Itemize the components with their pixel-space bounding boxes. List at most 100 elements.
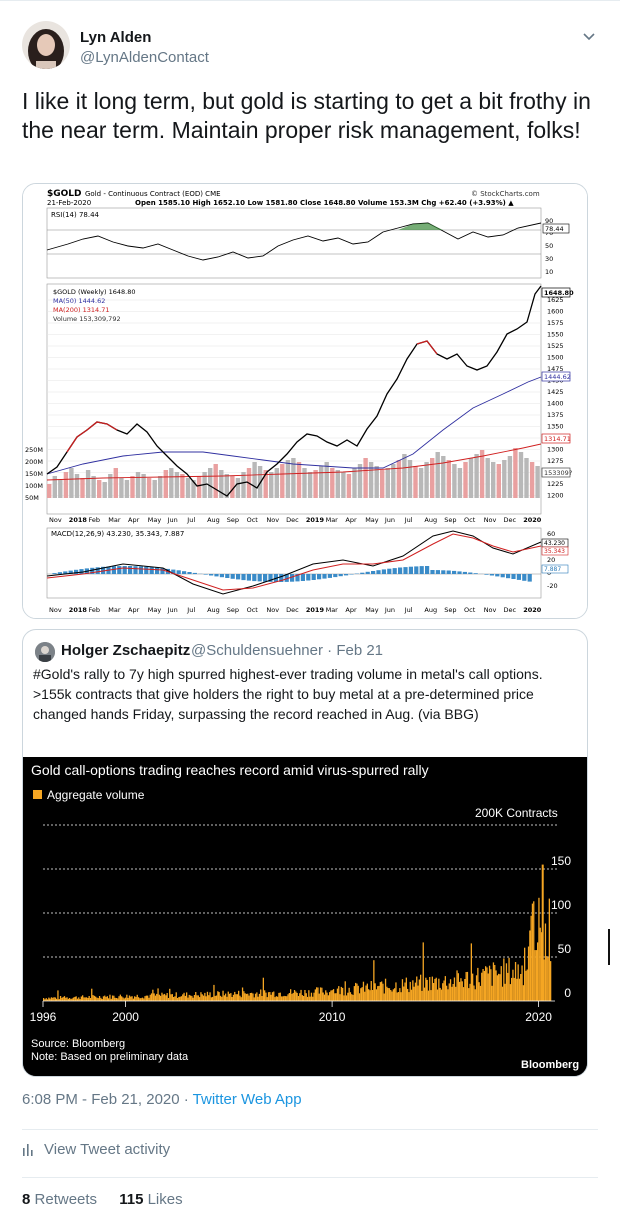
quoted-tweet[interactable]: Holger Zschaepitz @Schuldensuehner · Feb… bbox=[22, 629, 588, 1077]
author-name[interactable]: Lyn Alden bbox=[80, 29, 152, 46]
bb-volume-bar bbox=[218, 992, 220, 1001]
tweet-header: Lyn Alden @LynAldenContact bbox=[22, 21, 598, 73]
volume-bar bbox=[208, 468, 213, 498]
macd-histogram-bar bbox=[317, 574, 322, 580]
x-axis-label: May bbox=[365, 606, 379, 614]
macd-histogram-bar bbox=[473, 573, 478, 574]
bb-volume-bar bbox=[525, 970, 527, 1001]
bb-legend: Aggregate volume bbox=[47, 788, 145, 802]
volume-bar bbox=[496, 464, 501, 498]
volume-bar bbox=[174, 472, 180, 498]
bb-volume-bar bbox=[227, 991, 229, 1001]
volume-bar bbox=[407, 460, 413, 498]
bb-volume-bar bbox=[317, 987, 319, 1001]
bb-volume-bar bbox=[425, 977, 427, 1001]
rsi-value-badge: 78.44 bbox=[545, 225, 564, 233]
timestamp-text[interactable]: 6:08 PM - Feb 21, 2020 bbox=[22, 1091, 180, 1108]
bb-volume-bar bbox=[136, 994, 138, 1001]
volume-bar bbox=[380, 470, 385, 498]
svg-text:MA(200) 1314.71: MA(200) 1314.71 bbox=[53, 306, 109, 314]
bb-volume-bar bbox=[516, 978, 518, 1001]
bb-volume-bar bbox=[132, 998, 134, 1001]
author-avatar[interactable] bbox=[22, 21, 70, 69]
bb-volume-bar bbox=[275, 996, 277, 1001]
x-axis-label: Jul bbox=[404, 516, 413, 524]
bb-volume-bar bbox=[390, 990, 392, 1001]
bb-volume-bar bbox=[162, 994, 164, 1001]
bb-volume-bar bbox=[303, 996, 305, 1001]
bb-volume-bar bbox=[243, 991, 245, 1001]
author-handle[interactable]: @LynAldenContact bbox=[80, 49, 209, 66]
bb-source: Source: Bloomberg bbox=[31, 1038, 125, 1050]
source-app-link[interactable]: Twitter Web App bbox=[192, 1091, 302, 1108]
volume-tick-label: 200M bbox=[25, 458, 43, 466]
bb-volume-bar bbox=[451, 986, 453, 1001]
bb-volume-bar bbox=[518, 978, 521, 1001]
macd-histogram-bar bbox=[322, 574, 327, 579]
bb-volume-bar bbox=[175, 992, 177, 1001]
bb-volume-bar bbox=[222, 990, 224, 1001]
bb-volume-bar bbox=[221, 996, 223, 1001]
volume-bar bbox=[435, 452, 440, 498]
volume-bar bbox=[485, 458, 490, 498]
bb-volume-bar bbox=[292, 992, 294, 1001]
x-axis-label: Aug bbox=[424, 516, 437, 524]
volume-bar bbox=[296, 462, 302, 498]
volume-bar bbox=[468, 458, 474, 498]
ma50-badge: 1444.62 bbox=[544, 373, 571, 381]
bb-volume-bar bbox=[440, 989, 443, 1001]
volume-bar bbox=[196, 476, 202, 498]
macd-histogram-bar bbox=[138, 566, 143, 574]
activity-label[interactable]: View Tweet activity bbox=[44, 1141, 171, 1158]
volume-bar bbox=[158, 476, 163, 498]
bb-volume-bar bbox=[71, 998, 73, 1001]
bb-volume-bar bbox=[179, 996, 181, 1001]
x-axis-label: Feb bbox=[89, 516, 101, 524]
like-count[interactable]: 115 bbox=[119, 1191, 144, 1208]
volume-bar bbox=[324, 462, 329, 498]
macd-histogram-bar bbox=[182, 571, 187, 574]
macd-histogram-bar bbox=[344, 574, 349, 576]
bb-volume-bar bbox=[85, 997, 88, 1001]
volume-bar bbox=[224, 474, 229, 498]
bb-volume-bar bbox=[547, 957, 549, 1001]
tweet-timestamp[interactable]: 6:08 PM - Feb 21, 2020 · Twitter Web App bbox=[22, 1091, 302, 1108]
tweet-activity-link[interactable]: View Tweet activity bbox=[22, 1141, 170, 1158]
macd-histogram-bar bbox=[192, 572, 197, 574]
bb-volume-bar bbox=[526, 969, 528, 1001]
macd-histogram-bar bbox=[90, 567, 95, 574]
chevron-down-icon[interactable] bbox=[580, 27, 598, 45]
bb-volume-bar bbox=[219, 995, 222, 1001]
volume-bar bbox=[97, 480, 102, 498]
bb-volume-bar bbox=[80, 996, 82, 1001]
tweet-media-image[interactable]: $GOLD Gold - Continuous Contract (EOD) C… bbox=[22, 183, 588, 619]
likes-label[interactable]: Likes bbox=[147, 1191, 183, 1208]
bb-volume-bar bbox=[139, 998, 141, 1001]
x-axis-label: Apr bbox=[345, 606, 357, 614]
macd-histogram-bar bbox=[225, 574, 230, 578]
bb-volume-bar bbox=[66, 997, 68, 1001]
bb-volume-bar bbox=[282, 996, 284, 1001]
volume-bar bbox=[313, 470, 318, 498]
bb-volume-bar bbox=[481, 972, 483, 1001]
retweet-count[interactable]: 8 bbox=[22, 1191, 31, 1208]
bb-volume-bar bbox=[435, 977, 437, 1001]
x-axis-label: Sep bbox=[444, 606, 456, 614]
bb-unit-label: 200K Contracts bbox=[475, 806, 558, 820]
bb-volume-bar bbox=[344, 981, 346, 1001]
bb-volume-bar bbox=[171, 994, 173, 1001]
bb-volume-bar bbox=[421, 990, 423, 1001]
volume-bar bbox=[269, 472, 274, 498]
x-axis-label: Feb bbox=[89, 606, 101, 614]
volume-bar bbox=[285, 460, 291, 498]
bb-volume-bar bbox=[154, 995, 157, 1001]
macd-histogram-bar bbox=[327, 574, 332, 578]
retweets-stat[interactable]: 8 Retweets bbox=[22, 1191, 97, 1208]
volume-bar bbox=[368, 462, 374, 498]
bb-volume-bar bbox=[373, 960, 375, 1001]
bb-volume-bar bbox=[511, 977, 513, 1001]
bb-volume-bar bbox=[93, 995, 95, 1001]
retweets-label[interactable]: Retweets bbox=[34, 1191, 98, 1208]
likes-stat[interactable]: 115 Likes bbox=[119, 1191, 182, 1208]
